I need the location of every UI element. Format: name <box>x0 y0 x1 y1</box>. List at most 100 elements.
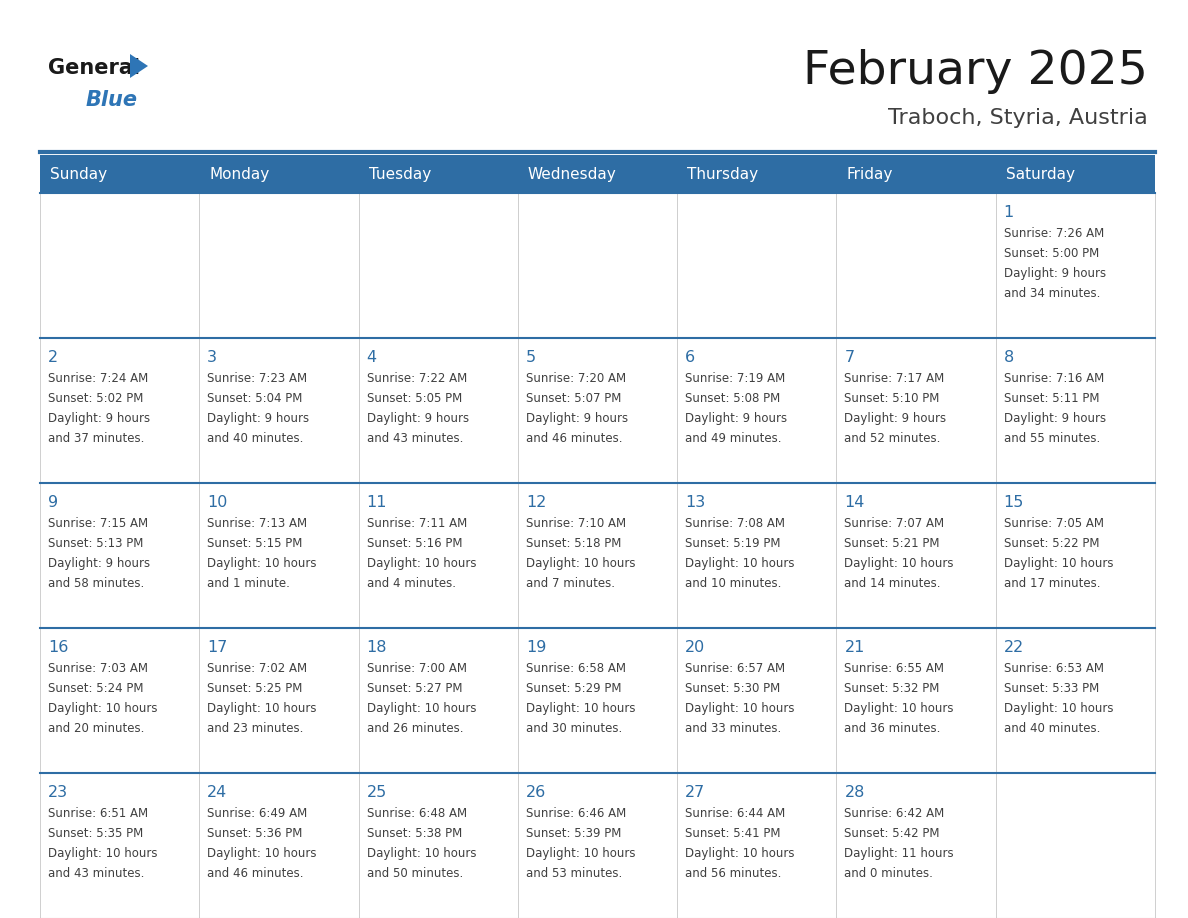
Text: and 17 minutes.: and 17 minutes. <box>1004 577 1100 590</box>
Text: 13: 13 <box>685 495 706 510</box>
Bar <box>200 773 359 918</box>
Text: 7: 7 <box>845 350 854 365</box>
Bar <box>836 338 996 483</box>
Text: Sunset: 5:13 PM: Sunset: 5:13 PM <box>48 537 144 550</box>
Text: Sunrise: 7:15 AM: Sunrise: 7:15 AM <box>48 517 148 530</box>
Text: Sunrise: 6:55 AM: Sunrise: 6:55 AM <box>845 662 944 675</box>
Text: and 23 minutes.: and 23 minutes. <box>207 722 304 735</box>
Text: 2: 2 <box>48 350 58 365</box>
Text: Sunrise: 7:19 AM: Sunrise: 7:19 AM <box>685 372 785 385</box>
Text: Daylight: 10 hours: Daylight: 10 hours <box>207 557 317 570</box>
Text: Sunrise: 7:23 AM: Sunrise: 7:23 AM <box>207 372 308 385</box>
Text: Wednesday: Wednesday <box>527 166 617 182</box>
Text: Daylight: 10 hours: Daylight: 10 hours <box>367 847 476 860</box>
Bar <box>359 193 518 338</box>
Text: Sunrise: 6:58 AM: Sunrise: 6:58 AM <box>526 662 626 675</box>
Text: and 14 minutes.: and 14 minutes. <box>845 577 941 590</box>
Bar <box>40 483 200 628</box>
Bar <box>836 773 996 918</box>
Text: 17: 17 <box>207 640 228 655</box>
Text: Daylight: 10 hours: Daylight: 10 hours <box>685 702 795 715</box>
Text: Friday: Friday <box>846 166 893 182</box>
Bar <box>677 483 836 628</box>
Text: Daylight: 10 hours: Daylight: 10 hours <box>685 557 795 570</box>
Bar <box>40 628 200 773</box>
Bar <box>996 773 1155 918</box>
Text: Tuesday: Tuesday <box>368 166 431 182</box>
Text: and 46 minutes.: and 46 minutes. <box>526 432 623 445</box>
Text: Sunset: 5:05 PM: Sunset: 5:05 PM <box>367 392 462 405</box>
Text: Traboch, Styria, Austria: Traboch, Styria, Austria <box>889 108 1148 128</box>
Text: Sunrise: 7:08 AM: Sunrise: 7:08 AM <box>685 517 785 530</box>
Text: and 1 minute.: and 1 minute. <box>207 577 290 590</box>
Text: 26: 26 <box>526 785 546 800</box>
Text: Daylight: 9 hours: Daylight: 9 hours <box>685 412 788 425</box>
Bar <box>996 193 1155 338</box>
Text: and 0 minutes.: and 0 minutes. <box>845 867 934 880</box>
Text: Daylight: 10 hours: Daylight: 10 hours <box>367 557 476 570</box>
Text: Sunset: 5:10 PM: Sunset: 5:10 PM <box>845 392 940 405</box>
Text: Daylight: 10 hours: Daylight: 10 hours <box>685 847 795 860</box>
Text: and 49 minutes.: and 49 minutes. <box>685 432 782 445</box>
Text: and 40 minutes.: and 40 minutes. <box>207 432 304 445</box>
Text: Sunrise: 7:26 AM: Sunrise: 7:26 AM <box>1004 227 1104 240</box>
Text: 1: 1 <box>1004 205 1015 220</box>
Text: and 56 minutes.: and 56 minutes. <box>685 867 782 880</box>
Text: Sunrise: 7:24 AM: Sunrise: 7:24 AM <box>48 372 148 385</box>
Text: and 4 minutes.: and 4 minutes. <box>367 577 455 590</box>
Bar <box>40 155 1155 193</box>
Text: and 7 minutes.: and 7 minutes. <box>526 577 615 590</box>
Text: 16: 16 <box>48 640 69 655</box>
Text: Sunrise: 7:03 AM: Sunrise: 7:03 AM <box>48 662 148 675</box>
Text: 11: 11 <box>367 495 387 510</box>
Text: 25: 25 <box>367 785 387 800</box>
Text: 6: 6 <box>685 350 695 365</box>
Text: Daylight: 10 hours: Daylight: 10 hours <box>367 702 476 715</box>
Text: and 43 minutes.: and 43 minutes. <box>48 867 145 880</box>
Text: Daylight: 10 hours: Daylight: 10 hours <box>48 847 158 860</box>
Bar <box>677 193 836 338</box>
Text: Sunset: 5:36 PM: Sunset: 5:36 PM <box>207 827 303 840</box>
Text: Blue: Blue <box>86 90 138 110</box>
Text: Sunset: 5:38 PM: Sunset: 5:38 PM <box>367 827 462 840</box>
Text: Sunrise: 6:44 AM: Sunrise: 6:44 AM <box>685 807 785 820</box>
Text: 3: 3 <box>207 350 217 365</box>
Text: 14: 14 <box>845 495 865 510</box>
Text: 19: 19 <box>526 640 546 655</box>
Bar <box>200 193 359 338</box>
Bar <box>996 628 1155 773</box>
Text: Daylight: 10 hours: Daylight: 10 hours <box>526 847 636 860</box>
Text: Sunrise: 7:10 AM: Sunrise: 7:10 AM <box>526 517 626 530</box>
Text: Sunrise: 7:00 AM: Sunrise: 7:00 AM <box>367 662 467 675</box>
Text: Sunrise: 6:57 AM: Sunrise: 6:57 AM <box>685 662 785 675</box>
Text: Daylight: 9 hours: Daylight: 9 hours <box>48 412 150 425</box>
Text: Sunset: 5:18 PM: Sunset: 5:18 PM <box>526 537 621 550</box>
Text: Sunset: 5:35 PM: Sunset: 5:35 PM <box>48 827 144 840</box>
Text: 20: 20 <box>685 640 706 655</box>
Text: General: General <box>48 58 140 78</box>
Text: Sunset: 5:21 PM: Sunset: 5:21 PM <box>845 537 940 550</box>
Bar <box>200 338 359 483</box>
Text: 23: 23 <box>48 785 68 800</box>
Bar <box>40 338 200 483</box>
Text: Sunrise: 7:17 AM: Sunrise: 7:17 AM <box>845 372 944 385</box>
Bar <box>359 338 518 483</box>
Text: Sunrise: 7:05 AM: Sunrise: 7:05 AM <box>1004 517 1104 530</box>
Text: and 20 minutes.: and 20 minutes. <box>48 722 145 735</box>
Text: Sunset: 5:16 PM: Sunset: 5:16 PM <box>367 537 462 550</box>
Text: and 26 minutes.: and 26 minutes. <box>367 722 463 735</box>
Text: and 50 minutes.: and 50 minutes. <box>367 867 463 880</box>
Text: and 46 minutes.: and 46 minutes. <box>207 867 304 880</box>
Bar <box>996 338 1155 483</box>
Text: and 33 minutes.: and 33 minutes. <box>685 722 782 735</box>
Text: and 55 minutes.: and 55 minutes. <box>1004 432 1100 445</box>
Bar <box>677 773 836 918</box>
Text: Sunrise: 6:48 AM: Sunrise: 6:48 AM <box>367 807 467 820</box>
Text: Sunrise: 7:22 AM: Sunrise: 7:22 AM <box>367 372 467 385</box>
Text: and 30 minutes.: and 30 minutes. <box>526 722 623 735</box>
Text: Daylight: 10 hours: Daylight: 10 hours <box>526 702 636 715</box>
Bar <box>518 773 677 918</box>
Text: Daylight: 10 hours: Daylight: 10 hours <box>48 702 158 715</box>
Text: Sunset: 5:11 PM: Sunset: 5:11 PM <box>1004 392 1099 405</box>
Text: Daylight: 10 hours: Daylight: 10 hours <box>526 557 636 570</box>
